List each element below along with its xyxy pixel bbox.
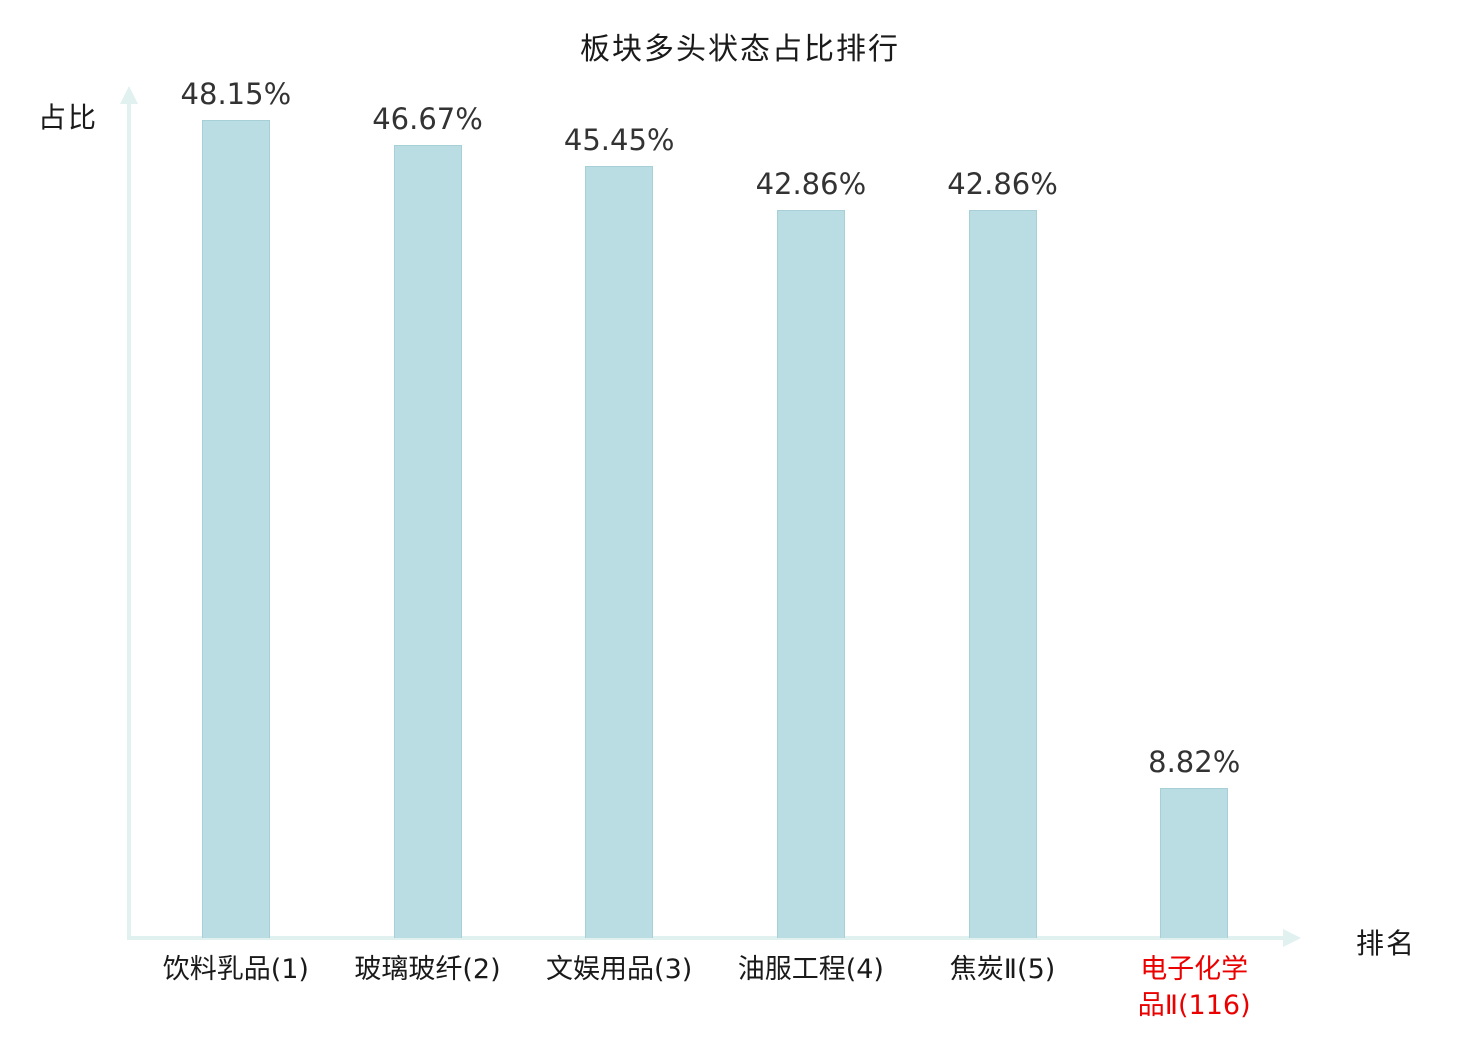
bar-slot: 48.15% — [140, 0, 332, 938]
bar-value-label: 42.86% — [947, 167, 1058, 201]
bar — [393, 145, 462, 938]
category-slot: 文娱用品(3) — [523, 952, 715, 1025]
y-axis-arrow-icon — [120, 86, 138, 104]
category-slot: 焦炭Ⅱ(5) — [907, 952, 1099, 1025]
y-axis-label: 占比 — [38, 101, 99, 134]
category-slot: 电子化学品Ⅱ(116) — [1098, 952, 1290, 1025]
bar-slot: 8.82% — [1098, 0, 1290, 938]
category-label: 油服工程(4) — [737, 954, 884, 985]
bar-slot: 42.86% — [907, 0, 1099, 938]
bar — [968, 210, 1037, 938]
bar-value-label: 45.45% — [563, 123, 675, 157]
category-slot: 油服工程(4) — [715, 952, 907, 1025]
category-slot: 玻璃玻纤(2) — [332, 952, 524, 1025]
bar-slot: 45.45% — [523, 0, 715, 938]
category-label: 电子化学品Ⅱ(116) — [1137, 954, 1251, 1022]
bar — [776, 210, 845, 938]
bar-value-label: 46.67% — [372, 102, 483, 136]
category-label: 焦炭Ⅱ(5) — [949, 954, 1056, 985]
x-axis-label: 排名 — [1356, 927, 1417, 960]
category-label: 玻璃玻纤(2) — [354, 954, 501, 985]
bar — [1160, 788, 1229, 938]
x-axis-arrow-icon — [1283, 929, 1301, 947]
bars-area: 48.15% 46.67% 45.45% 42.86% 42.86% 8.82% — [140, 0, 1290, 938]
x-axis-line — [127, 936, 1285, 940]
y-axis-line — [127, 102, 131, 940]
bar — [585, 166, 654, 938]
bar-value-label: 42.86% — [755, 167, 867, 201]
chart-title: 板块多头状态占比排行 — [580, 32, 900, 67]
bar-slot: 46.67% — [332, 0, 524, 938]
bar-slot: 42.86% — [715, 0, 907, 938]
bar — [201, 120, 270, 938]
bar-value-label: 8.82% — [1148, 745, 1241, 779]
category-labels: 饮料乳品(1) 玻璃玻纤(2) 文娱用品(3) 油服工程(4) 焦炭Ⅱ(5) 电子化学品Ⅱ… — [140, 952, 1290, 1025]
category-label: 饮料乳品(1) — [162, 954, 309, 985]
bar-value-label: 48.15% — [180, 77, 292, 111]
category-slot: 饮料乳品(1) — [140, 952, 332, 1025]
category-label: 文娱用品(3) — [546, 954, 693, 985]
